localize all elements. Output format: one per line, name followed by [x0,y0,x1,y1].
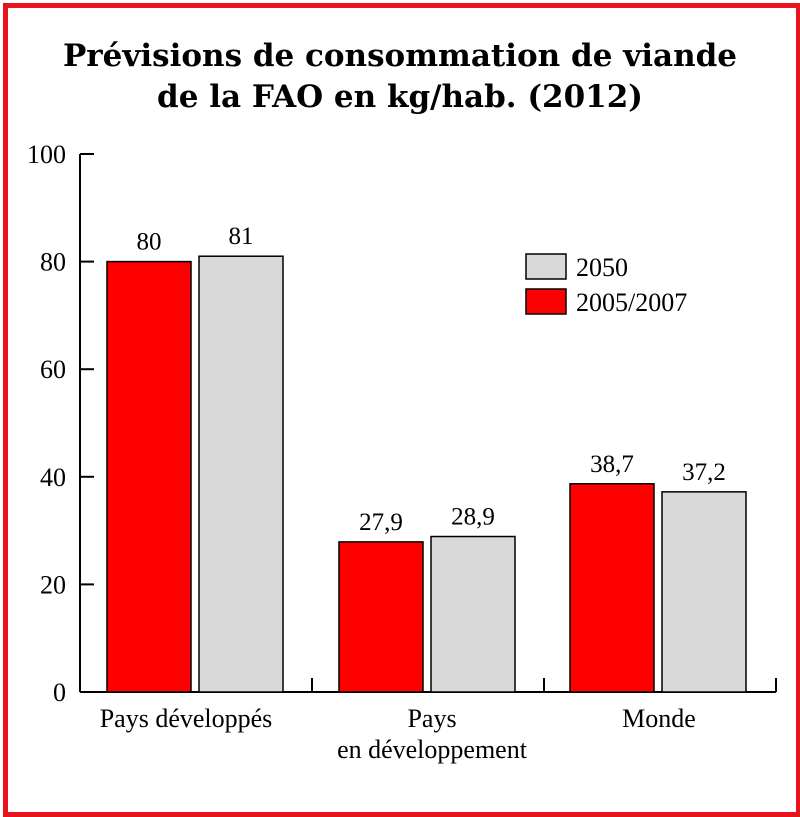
bar [430,535,516,693]
chart-title-line1: Prévisions de consommation de viande [62,38,738,74]
x-category-label: Pays [407,704,456,733]
chart-border [3,3,800,817]
x-category-label: Pays développés [100,704,273,733]
legend-swatch [525,253,567,280]
legend-label: 2005/2007 [576,288,687,317]
bar [338,541,424,693]
y-tick-label: 40 [40,463,66,492]
y-tick-label: 20 [40,570,66,599]
bar [198,255,284,693]
x-category-label: en développement [337,735,528,764]
y-tick-label: 60 [40,355,66,384]
legend-swatch [525,288,567,315]
y-tick-label: 100 [27,140,66,169]
legend-label: 2050 [576,253,628,282]
bar-value-label: 81 [229,223,254,250]
bar-value-label: 28,9 [451,504,495,531]
bar-value-label: 38,7 [590,451,634,478]
bar-value-label: 37,2 [682,459,726,486]
bar [661,491,747,693]
bar [106,260,192,693]
x-category-label: Monde [622,704,696,733]
bar-value-label: 27,9 [359,509,403,536]
y-tick-label: 0 [53,678,66,707]
y-tick-label: 80 [40,248,66,277]
bar-value-label: 80 [137,229,162,256]
bar [569,483,655,693]
chart-title-line2: de la FAO en kg/hab. (2012) [157,79,643,115]
